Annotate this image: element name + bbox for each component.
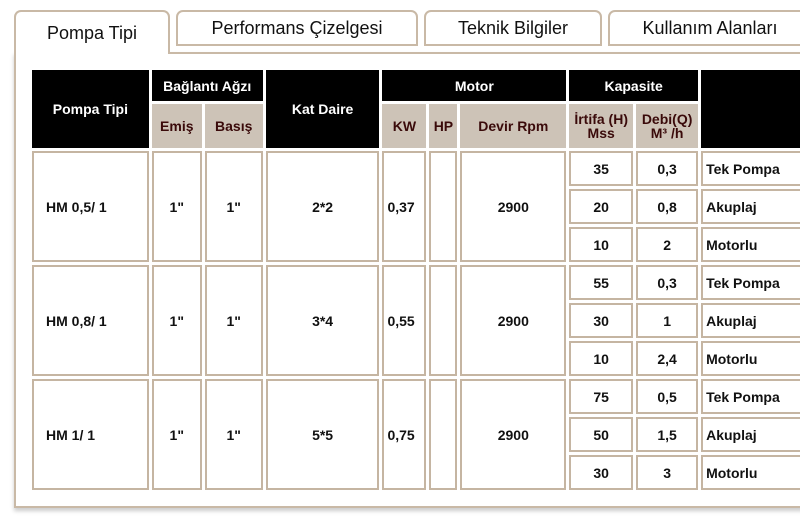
- cell-basis: 1": [204, 265, 263, 376]
- col-pompa-tipi: Pompa Tipi: [32, 70, 149, 148]
- cell-debi: 0,5: [636, 379, 699, 414]
- cell-kw: 0,37: [382, 151, 427, 262]
- cell-debi: 2: [636, 227, 699, 262]
- table-row: HM 0,8/ 1 1" 1" 3*4 0,55 2900 55 0,3 Tek Pompa: [32, 265, 800, 376]
- cell-devir: 2900: [460, 265, 567, 376]
- tab-kullanim[interactable]: Kullanım Alanları: [608, 10, 800, 46]
- table-row: HM 0,5/ 1 1" 1" 2*2 0,37 2900 35 0,3 Tek Pompa: [32, 151, 800, 262]
- col-debi: Debi(Q) M³ /h: [636, 104, 699, 148]
- cell-type: Tek Pompa: [701, 265, 800, 300]
- table-row: 50 1,5 Akuplaj: [32, 417, 800, 452]
- cell-type: Tek Pompa: [701, 151, 800, 186]
- table-row: 10 2,4 Motorlu: [32, 341, 800, 376]
- cell-debi: 1,5: [636, 417, 699, 452]
- cell-debi: 2,4: [636, 341, 699, 376]
- cell-irtifa: 50: [569, 417, 634, 452]
- col-motor: Motor: [382, 70, 567, 101]
- cell-type: Tek Pompa: [701, 379, 800, 414]
- col-basis: Basış: [204, 104, 263, 148]
- cell-type: Motorlu: [701, 455, 800, 490]
- cell-type: Motorlu: [701, 227, 800, 262]
- cell-basis: 1": [204, 151, 263, 262]
- pump-table: Pompa Tipi Bağlantı Ağzı Kat Daire Motor…: [29, 67, 800, 493]
- cell-emis: 1": [151, 379, 202, 490]
- col-extra: [701, 70, 800, 148]
- cell-irtifa: 10: [569, 227, 634, 262]
- cell-tip: HM 1/ 1: [32, 379, 149, 490]
- cell-irtifa: 55: [569, 265, 634, 300]
- cell-irtifa: 35: [569, 151, 634, 186]
- table-row: 30 1 Akuplaj: [32, 303, 800, 338]
- tab-teknik[interactable]: Teknik Bilgiler: [424, 10, 602, 46]
- col-baglanti: Bağlantı Ağzı: [151, 70, 263, 101]
- cell-tip: HM 0,8/ 1: [32, 265, 149, 376]
- cell-basis: 1": [204, 379, 263, 490]
- cell-debi: 3: [636, 455, 699, 490]
- cell-irtifa: 10: [569, 341, 634, 376]
- cell-debi: 0,8: [636, 189, 699, 224]
- cell-kat: 3*4: [265, 265, 380, 376]
- cell-kw: 0,55: [382, 265, 427, 376]
- cell-type: Akuplaj: [701, 189, 800, 224]
- cell-kat: 5*5: [265, 379, 380, 490]
- cell-tip: HM 0,5/ 1: [32, 151, 149, 262]
- cell-devir: 2900: [460, 379, 567, 490]
- cell-irtifa: 20: [569, 189, 634, 224]
- cell-debi: 0,3: [636, 151, 699, 186]
- tab-bar: Pompa Tipi Performans Çizelgesi Teknik B…: [14, 10, 800, 54]
- table-row: HM 1/ 1 1" 1" 5*5 0,75 2900 75 0,5 Tek Pompa: [32, 379, 800, 490]
- cell-hp: [429, 379, 458, 490]
- cell-emis: 1": [151, 265, 202, 376]
- tab-panel: Pompa Tipi Bağlantı Ağzı Kat Daire Motor…: [14, 52, 800, 508]
- cell-hp: [429, 151, 458, 262]
- table-row: 30 3 Motorlu: [32, 455, 800, 490]
- col-emis: Emiş: [151, 104, 202, 148]
- cell-debi: 1: [636, 303, 699, 338]
- cell-devir: 2900: [460, 151, 567, 262]
- tab-pompa-tipi[interactable]: Pompa Tipi: [14, 10, 170, 54]
- tab-performans[interactable]: Performans Çizelgesi: [176, 10, 418, 46]
- cell-type: Motorlu: [701, 341, 800, 376]
- col-irtifa: İrtifa (H) Mss: [569, 104, 634, 148]
- cell-kw: 0,75: [382, 379, 427, 490]
- cell-irtifa: 30: [569, 455, 634, 490]
- col-devir: Devir Rpm: [460, 104, 567, 148]
- table-row: 10 2 Motorlu: [32, 227, 800, 262]
- cell-kat: 2*2: [265, 151, 380, 262]
- col-kapasite: Kapasite: [569, 70, 699, 101]
- cell-emis: 1": [151, 151, 202, 262]
- cell-irtifa: 75: [569, 379, 634, 414]
- cell-irtifa: 30: [569, 303, 634, 338]
- col-kat-daire: Kat Daire: [265, 70, 380, 148]
- cell-type: Akuplaj: [701, 303, 800, 338]
- cell-type: Akuplaj: [701, 417, 800, 452]
- col-hp: HP: [429, 104, 458, 148]
- col-kw: KW: [382, 104, 427, 148]
- cell-hp: [429, 265, 458, 376]
- cell-debi: 0,3: [636, 265, 699, 300]
- table-row: 20 0,8 Akuplaj: [32, 189, 800, 224]
